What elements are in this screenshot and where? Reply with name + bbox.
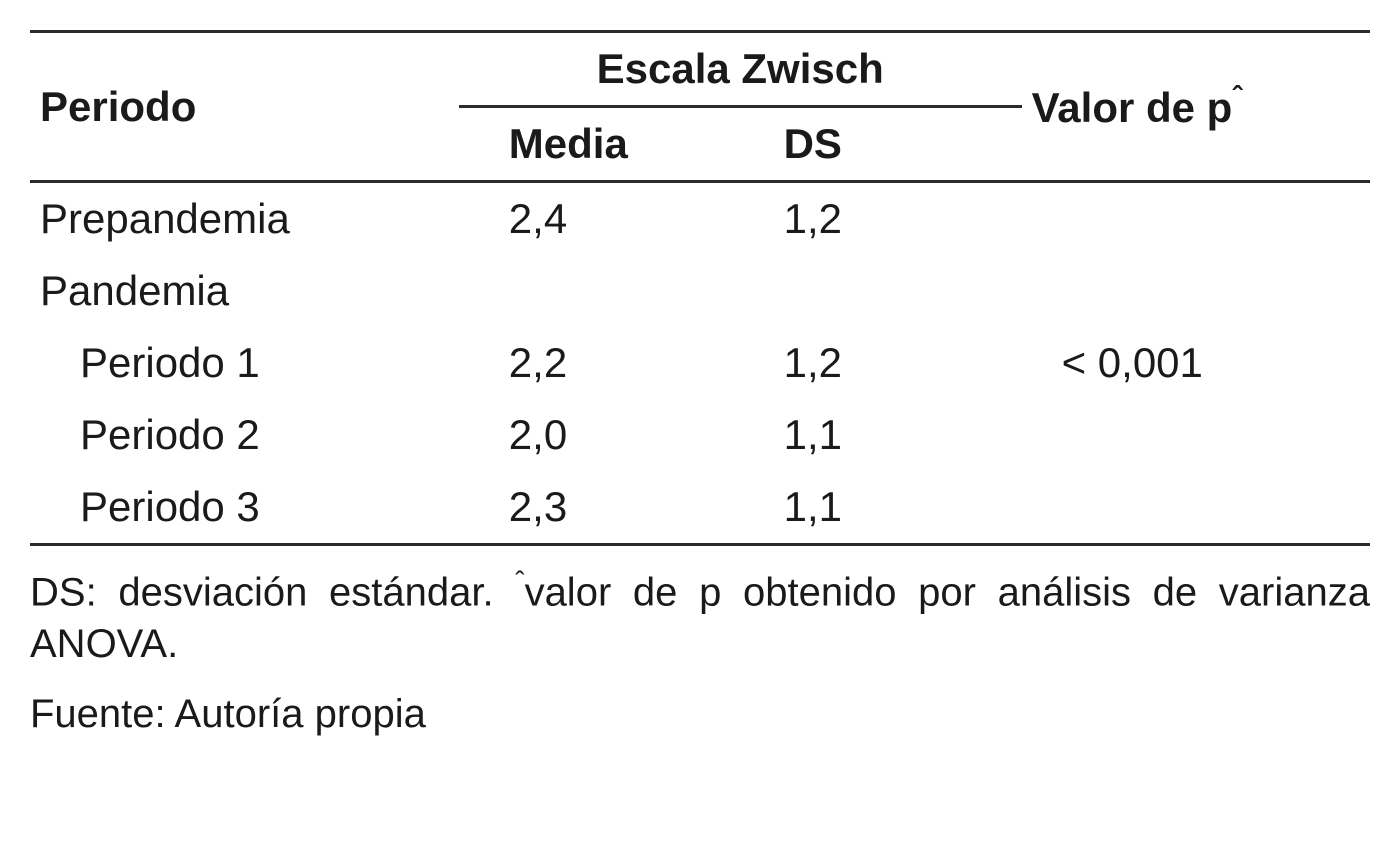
table-row: Prepandemia 2,4 1,2 < 0,001 — [30, 182, 1370, 256]
cell-ds: 1,2 — [754, 327, 1022, 399]
header-row-1: Periodo Escala Zwisch Valor de pˆ — [30, 32, 1370, 107]
header-pvalue-sup: ˆ — [1232, 81, 1242, 114]
cell-ds — [754, 255, 1022, 327]
cell-periodo: Periodo 1 — [30, 327, 459, 399]
cell-media — [459, 255, 754, 327]
cell-media: 2,3 — [459, 471, 754, 545]
footnote-ds: DS: desviación estándar. — [30, 570, 515, 614]
cell-ds: 1,2 — [754, 182, 1022, 256]
cell-periodo: Periodo 3 — [30, 471, 459, 545]
header-pvalue: Valor de pˆ — [1022, 32, 1370, 182]
cell-media: 2,0 — [459, 399, 754, 471]
cell-periodo: Prepandemia — [30, 182, 459, 256]
cell-pvalue: < 0,001 — [1022, 182, 1370, 545]
cell-media: 2,2 — [459, 327, 754, 399]
table-source: Fuente: Autoría propia — [30, 692, 1370, 737]
statistics-table: Periodo Escala Zwisch Valor de pˆ Media … — [30, 30, 1370, 546]
cell-periodo: Pandemia — [30, 255, 459, 327]
table-footnote: DS: desviación estándar. ˆvalor de p obt… — [30, 564, 1370, 670]
statistics-table-container: Periodo Escala Zwisch Valor de pˆ Media … — [30, 30, 1370, 737]
header-media: Media — [459, 107, 754, 182]
cell-media: 2,4 — [459, 182, 754, 256]
header-ds: DS — [754, 107, 1022, 182]
header-periodo: Periodo — [30, 32, 459, 182]
header-pvalue-text: Valor de p — [1032, 84, 1233, 131]
cell-ds: 1,1 — [754, 399, 1022, 471]
cell-periodo: Periodo 2 — [30, 399, 459, 471]
footnote-sup: ˆ — [515, 566, 524, 597]
header-escala-zwisch: Escala Zwisch — [459, 32, 1022, 107]
cell-ds: 1,1 — [754, 471, 1022, 545]
